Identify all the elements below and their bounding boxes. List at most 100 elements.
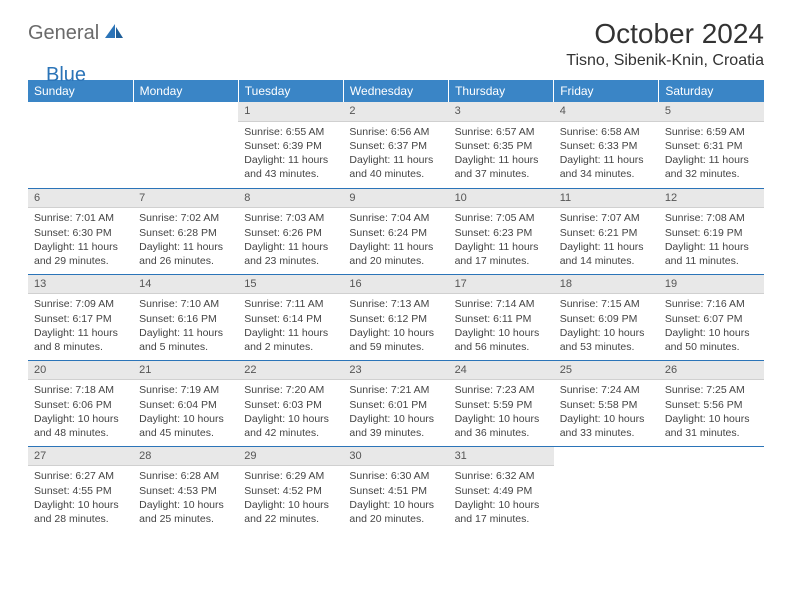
day-number: 27 bbox=[28, 447, 133, 467]
day-body: Sunrise: 6:58 AMSunset: 6:33 PMDaylight:… bbox=[554, 122, 659, 186]
day-number: 2 bbox=[343, 102, 448, 122]
sunset-line: Sunset: 6:04 PM bbox=[139, 398, 232, 412]
daylight-line: Daylight: 11 hours and 29 minutes. bbox=[34, 240, 127, 268]
day-body: Sunrise: 7:23 AMSunset: 5:59 PMDaylight:… bbox=[449, 380, 554, 444]
sunset-line: Sunset: 4:55 PM bbox=[34, 484, 127, 498]
sunrise-line: Sunrise: 7:04 AM bbox=[349, 211, 442, 225]
day-number: 12 bbox=[659, 189, 764, 209]
sunrise-line: Sunrise: 7:23 AM bbox=[455, 383, 548, 397]
sunset-line: Sunset: 6:31 PM bbox=[665, 139, 758, 153]
daylight-line: Daylight: 10 hours and 31 minutes. bbox=[665, 412, 758, 440]
day-number: 29 bbox=[238, 447, 343, 467]
daylight-line: Daylight: 11 hours and 26 minutes. bbox=[139, 240, 232, 268]
daylight-line: Daylight: 11 hours and 5 minutes. bbox=[139, 326, 232, 354]
sunset-line: Sunset: 6:35 PM bbox=[455, 139, 548, 153]
sunrise-line: Sunrise: 6:58 AM bbox=[560, 125, 653, 139]
day-number: 13 bbox=[28, 275, 133, 295]
sunrise-line: Sunrise: 7:15 AM bbox=[560, 297, 653, 311]
sunset-line: Sunset: 6:07 PM bbox=[665, 312, 758, 326]
sunrise-line: Sunrise: 6:30 AM bbox=[349, 469, 442, 483]
calendar-cell: 3Sunrise: 6:57 AMSunset: 6:35 PMDaylight… bbox=[449, 102, 554, 188]
calendar-cell: 13Sunrise: 7:09 AMSunset: 6:17 PMDayligh… bbox=[28, 274, 133, 360]
logo-text-general: General bbox=[28, 22, 99, 45]
daylight-line: Daylight: 11 hours and 11 minutes. bbox=[665, 240, 758, 268]
calendar-cell bbox=[659, 446, 764, 532]
sunset-line: Sunset: 6:03 PM bbox=[244, 398, 337, 412]
day-body: Sunrise: 7:10 AMSunset: 6:16 PMDaylight:… bbox=[133, 294, 238, 358]
sunrise-line: Sunrise: 7:09 AM bbox=[34, 297, 127, 311]
sunset-line: Sunset: 5:58 PM bbox=[560, 398, 653, 412]
day-body: Sunrise: 7:15 AMSunset: 6:09 PMDaylight:… bbox=[554, 294, 659, 358]
calendar-cell: 25Sunrise: 7:24 AMSunset: 5:58 PMDayligh… bbox=[554, 360, 659, 446]
sunrise-line: Sunrise: 7:02 AM bbox=[139, 211, 232, 225]
daylight-line: Daylight: 10 hours and 22 minutes. bbox=[244, 498, 337, 526]
daylight-line: Daylight: 10 hours and 53 minutes. bbox=[560, 326, 653, 354]
sunset-line: Sunset: 4:53 PM bbox=[139, 484, 232, 498]
calendar-cell: 21Sunrise: 7:19 AMSunset: 6:04 PMDayligh… bbox=[133, 360, 238, 446]
sunrise-line: Sunrise: 7:10 AM bbox=[139, 297, 232, 311]
sunrise-line: Sunrise: 7:18 AM bbox=[34, 383, 127, 397]
dayname-thu: Thursday bbox=[449, 80, 554, 102]
sunset-line: Sunset: 6:14 PM bbox=[244, 312, 337, 326]
dayname-mon: Monday bbox=[133, 80, 238, 102]
daylight-line: Daylight: 10 hours and 20 minutes. bbox=[349, 498, 442, 526]
day-body: Sunrise: 7:04 AMSunset: 6:24 PMDaylight:… bbox=[343, 208, 448, 272]
calendar-cell: 9Sunrise: 7:04 AMSunset: 6:24 PMDaylight… bbox=[343, 188, 448, 274]
sunset-line: Sunset: 6:28 PM bbox=[139, 226, 232, 240]
sunset-line: Sunset: 6:01 PM bbox=[349, 398, 442, 412]
sunset-line: Sunset: 4:52 PM bbox=[244, 484, 337, 498]
day-body: Sunrise: 7:14 AMSunset: 6:11 PMDaylight:… bbox=[449, 294, 554, 358]
calendar-head: Sunday Monday Tuesday Wednesday Thursday… bbox=[28, 80, 764, 102]
day-number: 3 bbox=[449, 102, 554, 122]
day-body: Sunrise: 6:32 AMSunset: 4:49 PMDaylight:… bbox=[449, 466, 554, 530]
sunset-line: Sunset: 6:24 PM bbox=[349, 226, 442, 240]
calendar-cell: 31Sunrise: 6:32 AMSunset: 4:49 PMDayligh… bbox=[449, 446, 554, 532]
calendar-week: 1Sunrise: 6:55 AMSunset: 6:39 PMDaylight… bbox=[28, 102, 764, 188]
calendar-cell: 30Sunrise: 6:30 AMSunset: 4:51 PMDayligh… bbox=[343, 446, 448, 532]
day-body: Sunrise: 7:24 AMSunset: 5:58 PMDaylight:… bbox=[554, 380, 659, 444]
calendar-cell: 19Sunrise: 7:16 AMSunset: 6:07 PMDayligh… bbox=[659, 274, 764, 360]
day-number: 30 bbox=[343, 447, 448, 467]
daylight-line: Daylight: 11 hours and 20 minutes. bbox=[349, 240, 442, 268]
day-number: 1 bbox=[238, 102, 343, 122]
daylight-line: Daylight: 10 hours and 33 minutes. bbox=[560, 412, 653, 440]
logo-text-blue: Blue bbox=[46, 64, 86, 87]
calendar-week: 20Sunrise: 7:18 AMSunset: 6:06 PMDayligh… bbox=[28, 360, 764, 446]
calendar-cell bbox=[554, 446, 659, 532]
calendar-cell: 8Sunrise: 7:03 AMSunset: 6:26 PMDaylight… bbox=[238, 188, 343, 274]
sunrise-line: Sunrise: 7:24 AM bbox=[560, 383, 653, 397]
sunset-line: Sunset: 6:11 PM bbox=[455, 312, 548, 326]
day-body: Sunrise: 7:01 AMSunset: 6:30 PMDaylight:… bbox=[28, 208, 133, 272]
sunrise-line: Sunrise: 6:56 AM bbox=[349, 125, 442, 139]
day-body: Sunrise: 6:27 AMSunset: 4:55 PMDaylight:… bbox=[28, 466, 133, 530]
day-body: Sunrise: 7:02 AMSunset: 6:28 PMDaylight:… bbox=[133, 208, 238, 272]
sunrise-line: Sunrise: 6:27 AM bbox=[34, 469, 127, 483]
day-number: 20 bbox=[28, 361, 133, 381]
calendar-cell: 27Sunrise: 6:27 AMSunset: 4:55 PMDayligh… bbox=[28, 446, 133, 532]
sunrise-line: Sunrise: 6:32 AM bbox=[455, 469, 548, 483]
dayname-tue: Tuesday bbox=[238, 80, 343, 102]
day-body: Sunrise: 7:13 AMSunset: 6:12 PMDaylight:… bbox=[343, 294, 448, 358]
day-number: 28 bbox=[133, 447, 238, 467]
sunrise-line: Sunrise: 7:21 AM bbox=[349, 383, 442, 397]
daylight-line: Daylight: 11 hours and 2 minutes. bbox=[244, 326, 337, 354]
day-number: 21 bbox=[133, 361, 238, 381]
day-number: 25 bbox=[554, 361, 659, 381]
daylight-line: Daylight: 11 hours and 14 minutes. bbox=[560, 240, 653, 268]
dayname-fri: Friday bbox=[554, 80, 659, 102]
daylight-line: Daylight: 11 hours and 32 minutes. bbox=[665, 153, 758, 181]
calendar-cell: 6Sunrise: 7:01 AMSunset: 6:30 PMDaylight… bbox=[28, 188, 133, 274]
day-number: 24 bbox=[449, 361, 554, 381]
sunset-line: Sunset: 6:16 PM bbox=[139, 312, 232, 326]
daylight-line: Daylight: 10 hours and 42 minutes. bbox=[244, 412, 337, 440]
day-number: 22 bbox=[238, 361, 343, 381]
day-body: Sunrise: 7:05 AMSunset: 6:23 PMDaylight:… bbox=[449, 208, 554, 272]
calendar-cell: 20Sunrise: 7:18 AMSunset: 6:06 PMDayligh… bbox=[28, 360, 133, 446]
day-number: 23 bbox=[343, 361, 448, 381]
logo: General bbox=[28, 18, 127, 45]
day-number: 8 bbox=[238, 189, 343, 209]
day-number: 10 bbox=[449, 189, 554, 209]
sunrise-line: Sunrise: 7:16 AM bbox=[665, 297, 758, 311]
sunrise-line: Sunrise: 7:05 AM bbox=[455, 211, 548, 225]
sunrise-line: Sunrise: 7:25 AM bbox=[665, 383, 758, 397]
